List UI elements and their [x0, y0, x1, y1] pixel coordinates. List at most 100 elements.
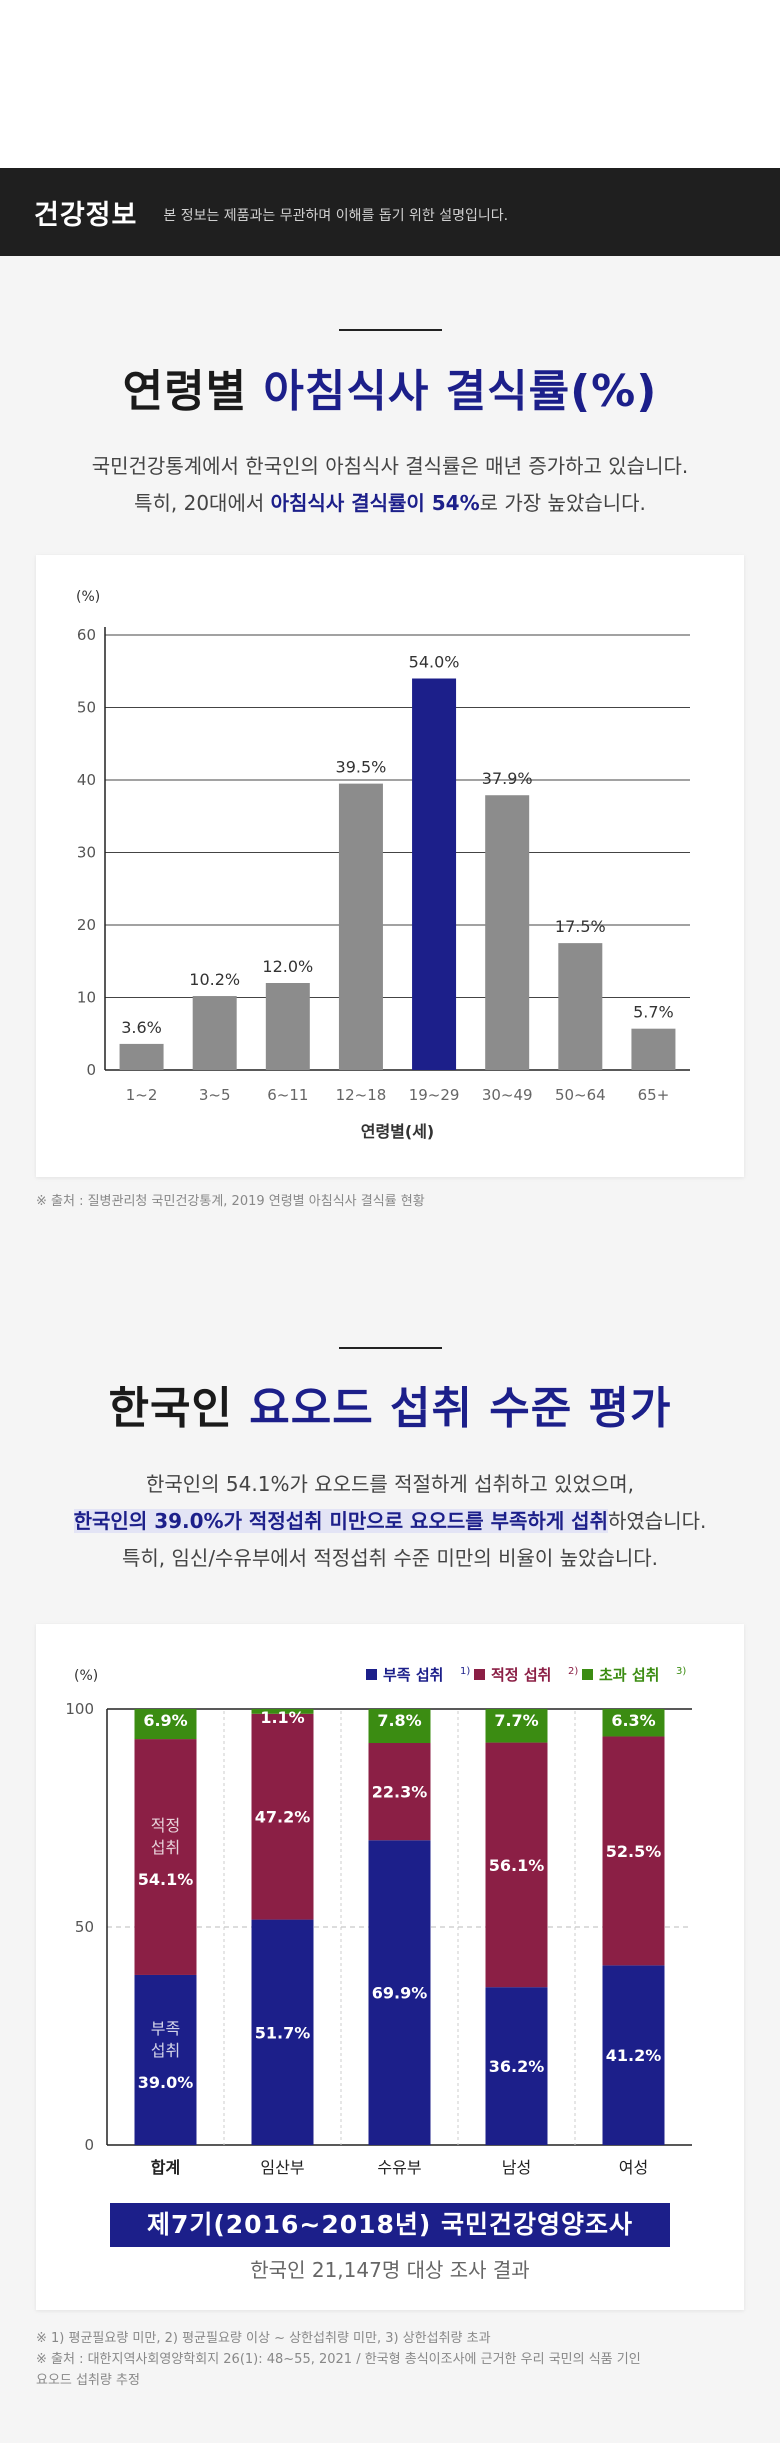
stack-segment-적정 섭취 — [368, 1743, 431, 1841]
segment-value-label: 52.5% — [606, 1842, 662, 1861]
note-line3: 요오드 섭취량 추정 — [36, 2373, 140, 2388]
header-title: 건강정보 — [34, 199, 138, 231]
x-tick-label: 임산부 — [260, 2158, 304, 2177]
stack-segment-적정 섭취 — [485, 1742, 548, 1988]
section2-title: 한국인 요오드 섭취 수준 평가 — [0, 1372, 780, 1436]
y-tick-label: 50 — [77, 699, 96, 717]
legend-superscript: 3) — [676, 1666, 686, 1677]
segment-value-label: 7.8% — [377, 1711, 421, 1730]
section1-source: ※ 출처 : 질병관리청 국민건강통계, 2019 연령별 아침식사 결식률 현… — [36, 1194, 425, 1209]
desc-text: 특히, 20대에서 — [134, 491, 271, 515]
legend-label: 부족 섭취 — [383, 1666, 443, 1684]
section2-divider — [339, 1347, 442, 1349]
iodine-intake-chart: (%) 부족 섭취 1) 적정 섭취 2) 초과 섭취 3)05010039.0%부족섭취5… — [65, 1666, 692, 2177]
segment-value-label: 36.2% — [489, 2057, 545, 2076]
x-tick-label: 30~49 — [482, 1086, 533, 1104]
y-tick-label: 60 — [77, 626, 96, 644]
chart1-card: (%) 0 10 20 30 40 50 60 3.6% 1~2 10.2% 3~5 12.0% 6~11… — [36, 555, 744, 1177]
bar-12~18 — [338, 783, 383, 1070]
segment-value-label: 1.1% — [260, 1708, 304, 1727]
x-tick-label: 합계 — [151, 2158, 180, 2177]
legend-superscript: 1) — [460, 1666, 470, 1677]
y-axis-unit: (%) — [74, 1668, 98, 1684]
x-tick-label: 1~2 — [126, 1086, 158, 1104]
breakfast-skipping-chart: (%) 0 10 20 30 40 50 60 3.6% 1~2 10.2% 3~5 12.0% 6~11… — [76, 589, 690, 1141]
stack-segment-적정 섭취 — [251, 1713, 314, 1920]
x-tick-label: 수유부 — [377, 2158, 421, 2177]
bar-value-label: 17.5% — [555, 917, 606, 936]
stack-segment-적정 섭취 — [602, 1736, 665, 1966]
stack-segment-부족 섭취 — [602, 1965, 665, 2145]
stack-segment-부족 섭취 — [368, 1840, 431, 2145]
inline-series-label: 부족 — [151, 2019, 180, 2038]
stack-segment-초과 섭취 — [602, 1709, 665, 1737]
bar-30~49 — [485, 795, 530, 1070]
bar-value-label: 37.9% — [482, 769, 533, 788]
x-axis-title: 연령별(세) — [361, 1122, 435, 1141]
y-tick-label: 40 — [77, 771, 96, 789]
bar-65+ — [631, 1028, 676, 1070]
top-blank-area — [0, 0, 780, 168]
x-tick-label: 50~64 — [555, 1086, 606, 1104]
section1-desc-line1: 국민건강통계에서 한국인의 아침식사 결식률은 매년 증가하고 있습니다. — [91, 454, 689, 478]
section2-notes: ※ 1) 평균필요량 미만, 2) 평균필요량 이상 ~ 상한섭취량 미만, 3… — [36, 2328, 641, 2391]
header-subtitle: 본 정보는 제품과는 무관하며 이해를 돕기 위한 설명입니다. — [163, 208, 509, 224]
y-tick-label: 30 — [77, 844, 96, 862]
section1-divider — [339, 329, 442, 331]
stack-segment-적정 섭취 — [134, 1739, 197, 1975]
y-tick-label: 0 — [86, 1061, 96, 1079]
section2-description: 한국인의 54.1%가 요오드를 적절하게 섭취하고 있었으며, 한국인의 39… — [0, 1466, 780, 1577]
desc-text: 하였습니다. — [608, 1509, 707, 1533]
section2-title-plain: 한국인 — [108, 1383, 250, 1434]
stack-segment-초과 섭취 — [485, 1709, 548, 1743]
legend-label: 적정 섭취 — [491, 1666, 551, 1684]
bar-50~64 — [558, 943, 603, 1070]
inline-series-label: 적정 — [151, 1816, 180, 1835]
note-line2: ※ 출처 : 대한지역사회영양학회지 26(1): 48~55, 2021 / … — [36, 2352, 641, 2367]
y-tick-label: 20 — [77, 916, 96, 934]
segment-value-label: 7.7% — [494, 1711, 538, 1730]
x-tick-label: 여성 — [619, 2158, 648, 2177]
desc-highlight: 한국인의 39.0%가 적정섭취 미만으로 요오드를 부족하게 섭취 — [73, 1509, 608, 1533]
y-tick-label: 50 — [75, 1918, 94, 1936]
x-tick-label: 6~11 — [267, 1086, 308, 1104]
legend-swatch — [474, 1669, 485, 1680]
survey-banner: 제7기(2016~2018년) 국민건강영양조사 — [110, 2203, 670, 2247]
legend-swatch — [366, 1669, 377, 1680]
segment-value-label: 47.2% — [255, 1808, 311, 1827]
note-line1: ※ 1) 평균필요량 미만, 2) 평균필요량 이상 ~ 상한섭취량 미만, 3… — [36, 2331, 491, 2346]
segment-value-label: 56.1% — [489, 1856, 545, 1875]
segment-value-label: 51.7% — [255, 2023, 311, 2042]
bar-value-label: 10.2% — [189, 970, 240, 989]
segment-value-label: 41.2% — [606, 2046, 662, 2065]
segment-value-label: 69.9% — [372, 1984, 428, 2003]
y-tick-label: 100 — [65, 1700, 94, 1718]
stack-segment-초과 섭취 — [134, 1709, 197, 1740]
bar-6~11 — [265, 983, 310, 1070]
chart2-card: (%) 부족 섭취 1) 적정 섭취 2) 초과 섭취 3) 0 50 100 39.0% 부족 섭취 5… — [36, 1624, 744, 2310]
stack-segment-초과 섭취 — [368, 1709, 431, 1744]
y-tick-label: 0 — [84, 2136, 94, 2154]
legend-label: 초과 섭취 — [599, 1666, 659, 1684]
inline-series-label: 섭취 — [151, 2041, 180, 2060]
stack-segment-부족 섭취 — [251, 1919, 314, 2145]
bar-value-label: 39.5% — [336, 758, 387, 777]
section1-title-plain: 연령별 — [122, 366, 264, 417]
section2-desc-line2: 한국인의 39.0%가 적정섭취 미만으로 요오드를 부족하게 섭취하였습니다. — [0, 1503, 780, 1540]
segment-value-label: 39.0% — [138, 2073, 194, 2092]
stack-segment-부족 섭취 — [485, 1987, 548, 2145]
section1-desc-line2: 특히, 20대에서 아침식사 결식률이 54%로 가장 높았습니다. — [0, 485, 780, 522]
segment-value-label: 6.9% — [143, 1711, 187, 1730]
section2-title-accent: 요오드 섭취 수준 평가 — [249, 1383, 672, 1434]
segment-value-label: 22.3% — [372, 1783, 428, 1802]
inline-series-label: 섭취 — [151, 1838, 180, 1857]
bar-19~29 — [412, 678, 457, 1070]
x-tick-label: 3~5 — [199, 1086, 231, 1104]
y-axis-unit: (%) — [76, 589, 100, 605]
bar-value-label: 12.0% — [262, 957, 313, 976]
section1-title: 연령별 아침식사 결식률(%) — [0, 355, 780, 419]
y-tick-label: 10 — [77, 989, 96, 1007]
section1-description: 국민건강통계에서 한국인의 아침식사 결식률은 매년 증가하고 있습니다. 특히… — [0, 448, 780, 522]
bar-value-label: 3.6% — [121, 1018, 162, 1037]
